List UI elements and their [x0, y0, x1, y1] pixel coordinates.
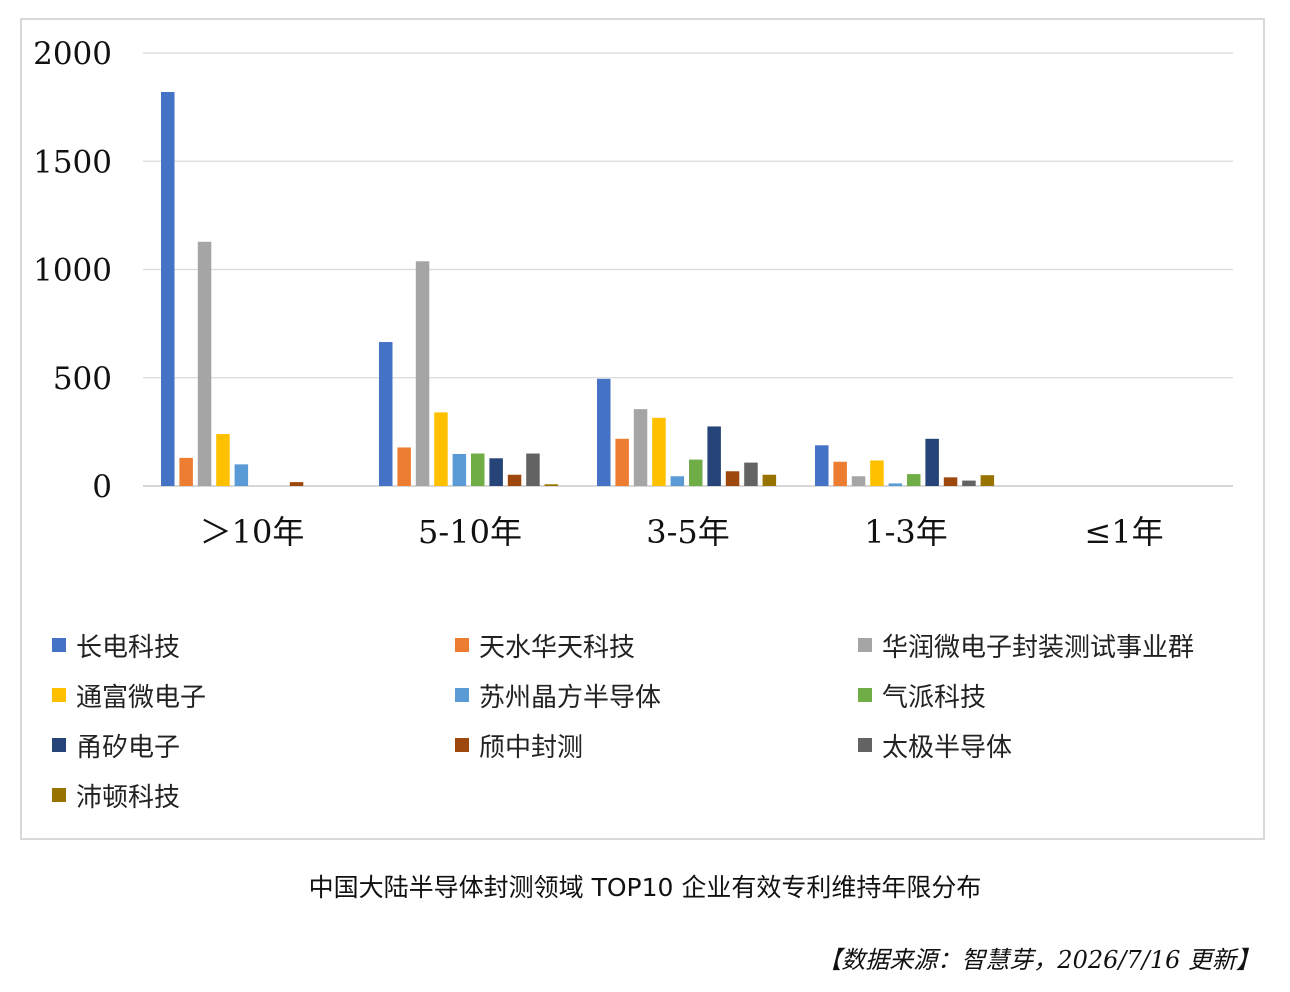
bar: [833, 461, 847, 486]
bar: [415, 261, 430, 486]
legend-swatch: [858, 638, 872, 652]
legend-label: 天水华天科技: [479, 632, 636, 663]
bar: [434, 412, 448, 486]
y-tick-label: 500: [53, 361, 112, 397]
bar: [489, 458, 503, 486]
bar: [925, 438, 939, 486]
bar: [471, 453, 485, 486]
bar: [762, 474, 777, 486]
y-tick-label: 0: [92, 469, 112, 505]
bar: [234, 464, 249, 486]
x-tick-label: 3-5年: [646, 513, 730, 551]
bar: [526, 453, 540, 486]
bar: [216, 434, 230, 486]
legend-item: 通富微电子: [52, 675, 206, 715]
legend-item: 太极半导体: [858, 725, 1012, 765]
legend-label: 苏州晶方半导体: [479, 682, 662, 713]
x-tick-label: 5-10年: [418, 513, 522, 551]
bar: [161, 91, 175, 486]
legend-label: 通富微电子: [76, 682, 207, 713]
bar: [870, 460, 884, 486]
bar: [670, 476, 685, 486]
legend-label: 沛顿科技: [76, 782, 181, 813]
y-tick-label: 1500: [33, 144, 112, 180]
bar: [452, 453, 467, 486]
legend-item: 沛顿科技: [52, 775, 180, 815]
legend-swatch: [52, 788, 66, 802]
data-source-note: 【数据来源：智慧芽，2026/7/16 更新】: [817, 946, 1260, 974]
y-tick-label: 2000: [33, 36, 112, 72]
legend-swatch: [455, 738, 469, 752]
legend-swatch: [455, 638, 469, 652]
legend-swatch: [858, 688, 872, 702]
legend-item: 华润微电子封装测试事业群: [858, 625, 1194, 665]
x-tick-label: ≤1年: [1084, 513, 1163, 551]
y-tick-label: 1000: [33, 253, 112, 289]
bar: [962, 480, 976, 486]
bar: [633, 409, 648, 486]
chart-caption: 中国大陆半导体封测领域 TOP10 企业有效专利维持年限分布: [308, 873, 982, 902]
legend-item: 长电科技: [52, 625, 180, 665]
legend-label: 气派科技: [882, 682, 987, 713]
legend-item: 天水华天科技: [455, 625, 635, 665]
legend-item: 气派科技: [858, 675, 986, 715]
bar: [379, 342, 393, 486]
legend-label: 甬矽电子: [76, 732, 181, 763]
bar: [725, 471, 740, 486]
bar: [980, 475, 995, 486]
x-tick-label: ＞10年: [200, 513, 305, 551]
x-tick-label: 1-3年: [864, 513, 948, 551]
bar-chart: 0 500 1000 1500 2000 ＞10年 5-10年 3-5年 1-3年 ≤1年: [33, 36, 1233, 551]
legend-label: 长电科技: [76, 632, 181, 663]
legend-label: 颀中封测: [479, 732, 584, 763]
legend-swatch: [52, 738, 66, 752]
legend-item: 甬矽电子: [52, 725, 180, 765]
bar: [544, 484, 559, 486]
bar: [179, 457, 193, 486]
bar: [289, 482, 304, 486]
legend-label: 太极半导体: [882, 732, 1013, 763]
legend-swatch: [858, 738, 872, 752]
bar: [851, 476, 866, 486]
legend-swatch: [455, 688, 469, 702]
bar: [397, 447, 411, 486]
bar: [197, 241, 212, 486]
bar: [815, 445, 829, 486]
bar: [615, 438, 629, 486]
legend-item: 颀中封测: [455, 725, 583, 765]
legend-item: 苏州晶方半导体: [455, 675, 661, 715]
bar: [943, 477, 958, 486]
legend-swatch: [52, 638, 66, 652]
bar: [907, 474, 921, 486]
bar: [507, 474, 522, 486]
bar: [652, 417, 666, 486]
bar: [707, 426, 721, 486]
bar: [744, 462, 758, 486]
bar: [597, 378, 611, 486]
bar: [888, 483, 903, 486]
bar: [689, 459, 703, 486]
legend-swatch: [52, 688, 66, 702]
legend-label: 华润微电子封装测试事业群: [882, 632, 1195, 663]
